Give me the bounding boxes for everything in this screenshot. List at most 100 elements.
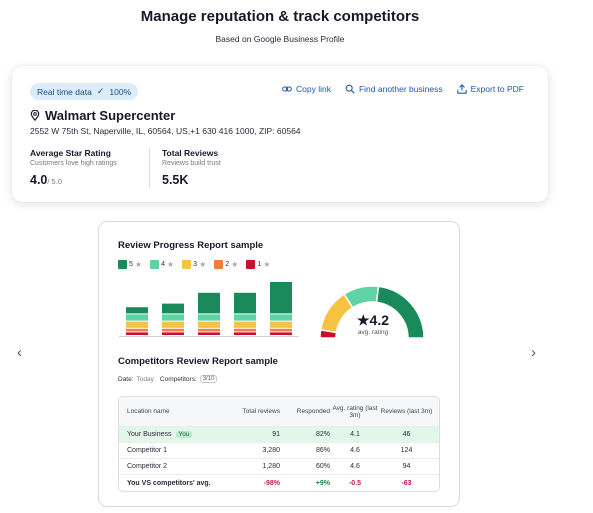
legend-label: 2 — [225, 261, 230, 268]
summary-avg-rating: -0.5 — [348, 479, 362, 487]
export-pdf-button[interactable]: Export to PDF — [456, 84, 524, 94]
export-icon — [456, 84, 467, 94]
avg-rating-cell: 4.1 — [350, 431, 360, 438]
column-header-avg-rating: Avg. rating (last 3m) — [332, 404, 378, 419]
page-subtitle: Based on Google Business Profile — [215, 34, 345, 44]
realtime-badge: Real time data ✓ 100% — [30, 83, 139, 100]
date-label: Date: — [118, 375, 134, 383]
table-summary-row: You VS competitors' avg. -98% +9% -0.5 -… — [119, 475, 439, 491]
legend-label: 5 — [129, 261, 133, 268]
avg-rating-value: 4.0/ 5.0 — [30, 173, 117, 187]
bar-segment-3-rating-4 — [198, 314, 220, 321]
bar-segment-2-rating-1 — [162, 332, 184, 335]
business-card: Real time data ✓ 100% Copy link Find ano… — [12, 66, 548, 202]
bar-segment-4-rating-3 — [234, 321, 256, 328]
star-icon: ★ — [134, 260, 143, 269]
legend-label: 1 — [257, 261, 262, 268]
recent-reviews-cell: 46 — [402, 431, 411, 438]
legend-label: 3 — [193, 261, 198, 268]
link-icon — [282, 86, 292, 92]
bar-segment-4-rating-1 — [234, 332, 256, 335]
bar-segment-4-rating-5 — [234, 292, 256, 314]
total-reviews-cell: 91 — [272, 431, 280, 438]
date-value: Today — [136, 375, 154, 383]
business-name-text: Walmart Supercenter — [45, 108, 176, 123]
responded-cell: 82% — [315, 431, 330, 438]
copy-link-button[interactable]: Copy link — [282, 84, 331, 94]
report-sample-card: Review Progress Report sample 5 ★ 4 ★ 3 ★ 2… — [98, 221, 460, 507]
bar-segment-2-rating-2 — [162, 328, 184, 332]
bar-segment-2-rating-5 — [162, 303, 184, 314]
responded-cell: 86% — [315, 447, 330, 454]
business-name: Walmart Supercenter — [30, 108, 175, 123]
export-pdf-label: Export to PDF — [470, 84, 524, 94]
bar-segment-3-rating-3 — [198, 321, 220, 328]
bar-segment-1-rating-1 — [126, 332, 148, 335]
recent-reviews-cell: 124 — [400, 447, 413, 454]
bar-segment-3-rating-5 — [198, 292, 220, 314]
copy-link-label: Copy link — [296, 84, 331, 94]
star-icon: ★ — [166, 260, 175, 269]
column-header-reviews-recent: Reviews (last 3m) — [380, 408, 433, 415]
location-pin-icon — [30, 110, 40, 121]
star-icon: ★ — [199, 260, 207, 269]
bar-segment-1-rating-3 — [126, 321, 148, 328]
competitors-count-value: 3/10 — [199, 375, 218, 383]
summary-responded: +9% — [315, 479, 330, 487]
competitors-table: Location name Total reviews Responded Av… — [118, 396, 440, 492]
avg-rating-cell: 4.6 — [350, 447, 360, 454]
gauge-segment-rating-5 — [375, 285, 425, 339]
avg-rating-hint: Customers love high ratings — [30, 160, 117, 167]
find-another-business-button[interactable]: Find another business — [345, 84, 443, 94]
star-icon: ★ — [231, 260, 239, 269]
find-another-business-label: Find another business — [358, 84, 443, 94]
check-icon: ✓ — [96, 86, 105, 96]
total-reviews-hint: Reviews build trust — [162, 160, 221, 167]
realtime-badge-value: 100% — [109, 86, 132, 97]
rating-gauge — [319, 285, 425, 339]
gauge-value: ★4.2 — [343, 312, 403, 329]
column-header-total-reviews: Total reviews — [242, 408, 280, 415]
bar-segment-3-rating-2 — [198, 328, 220, 332]
review-progress-bar-chart — [119, 282, 299, 337]
total-reviews-value: 5.5K — [162, 173, 189, 187]
carousel-next-button[interactable]: › — [531, 344, 536, 361]
page-title: Manage reputation & track competitors — [140, 8, 420, 25]
responded-cell: 60% — [315, 463, 330, 470]
table-row: Competitor 2 1,280 60% 4.6 94 — [119, 459, 439, 475]
legend-swatch — [214, 260, 224, 269]
avg-rating-number: 4.0 — [30, 173, 48, 187]
total-reviews-cell: 1,280 — [262, 463, 280, 470]
avg-rating-cell: 4.6 — [350, 463, 360, 470]
avg-rating-label: Average Star Rating — [30, 148, 111, 158]
column-header-location: Location name — [127, 408, 170, 415]
summary-label: You VS competitors' avg. — [127, 479, 211, 487]
search-icon — [345, 84, 355, 94]
business-address: 2552 W 75th St, Naperville, IL, 60564, U… — [30, 126, 301, 136]
carousel-prev-button[interactable]: ‹ — [17, 344, 22, 361]
legend-item-4: 4 ★ — [150, 260, 174, 269]
legend-item-5: 5 ★ — [118, 260, 142, 269]
review-progress-title: Review Progress Report sample — [118, 240, 264, 251]
location-name: Your Business You — [119, 431, 217, 438]
table-row: Competitor 1 3,280 86% 4.6 124 — [119, 443, 439, 459]
rating-legend: 5 ★ 4 ★ 3 ★ 2 ★ 1 ★ — [118, 260, 270, 269]
bar-segment-5-rating-3 — [270, 321, 292, 328]
location-name: Competitor 1 — [127, 447, 168, 454]
legend-swatch — [150, 260, 160, 269]
summary-total-reviews: -98% — [263, 479, 280, 487]
total-reviews-label: Total Reviews — [162, 148, 219, 158]
business-actions: Copy link Find another business Export t… — [282, 84, 524, 94]
realtime-badge-label: Real time data — [37, 86, 92, 97]
legend-item-2: 2 ★ — [214, 260, 238, 269]
table-header: Location name Total reviews Responded Av… — [119, 397, 439, 427]
legend-swatch — [118, 260, 127, 269]
legend-swatch — [246, 260, 256, 269]
legend-swatch — [182, 260, 192, 269]
bar-segment-5-rating-2 — [270, 328, 292, 332]
you-badge: You — [175, 431, 193, 438]
recent-reviews-cell: 94 — [402, 463, 411, 470]
legend-label: 4 — [161, 261, 165, 268]
bar-segment-5-rating-4 — [270, 314, 292, 321]
competitors-report-title: Competitors Review Report sample — [118, 356, 278, 367]
